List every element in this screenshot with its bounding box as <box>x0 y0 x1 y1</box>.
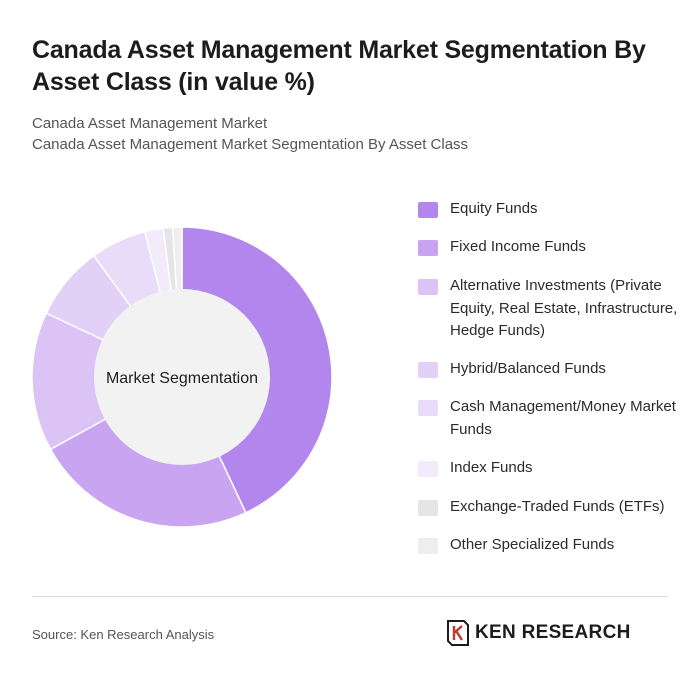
source-note: Source: Ken Research Analysis <box>32 627 215 642</box>
legend-label: Alternative Investments (Private Equity,… <box>450 277 678 339</box>
ken-research-logo: KEN RESEARCH <box>447 620 631 646</box>
legend-item: Hybrid/Balanced Funds <box>418 358 680 381</box>
chart-title: Canada Asset Management Market Segmentat… <box>32 36 646 96</box>
footer-divider <box>32 596 668 597</box>
legend-label: Hybrid/Balanced Funds <box>450 360 606 377</box>
donut-center-label: Market Segmentation <box>106 370 258 387</box>
subtitle-line-2: Canada Asset Management Market Segmentat… <box>32 136 469 153</box>
legend-label: Equity Funds <box>450 200 538 217</box>
donut-chart: Market Segmentation <box>31 226 333 528</box>
subtitle-line-1: Canada Asset Management Market <box>32 115 268 132</box>
legend-label: Index Funds <box>450 459 533 476</box>
legend-swatch <box>418 240 438 256</box>
legend-swatch <box>418 202 438 218</box>
legend-label: Exchange-Traded Funds (ETFs) <box>450 498 665 515</box>
legend-item: Cash Management/Money Market Funds <box>418 396 680 441</box>
legend-label: Fixed Income Funds <box>450 238 586 255</box>
legend-swatch <box>418 279 438 295</box>
legend-swatch <box>418 500 438 516</box>
legend-swatch <box>418 362 438 378</box>
legend-item: Index Funds <box>418 457 680 480</box>
legend-item: Other Specialized Funds <box>418 534 680 557</box>
legend-item: Fixed Income Funds <box>418 236 680 259</box>
donut-hole <box>94 289 270 465</box>
legend-swatch <box>418 400 438 416</box>
legend-item: Exchange-Traded Funds (ETFs) <box>418 496 680 519</box>
ken-research-logo-icon <box>447 620 469 646</box>
legend-label: Other Specialized Funds <box>450 536 615 553</box>
legend-swatch <box>418 461 438 477</box>
legend-swatch <box>418 538 438 554</box>
legend-item: Equity Funds <box>418 198 680 221</box>
legend-item: Alternative Investments (Private Equity,… <box>418 275 680 343</box>
logo-text: KEN RESEARCH <box>475 622 631 643</box>
legend-label: Cash Management/Money Market Funds <box>450 398 676 438</box>
chart-subtitle: Canada Asset Management Market Canada As… <box>32 113 672 155</box>
